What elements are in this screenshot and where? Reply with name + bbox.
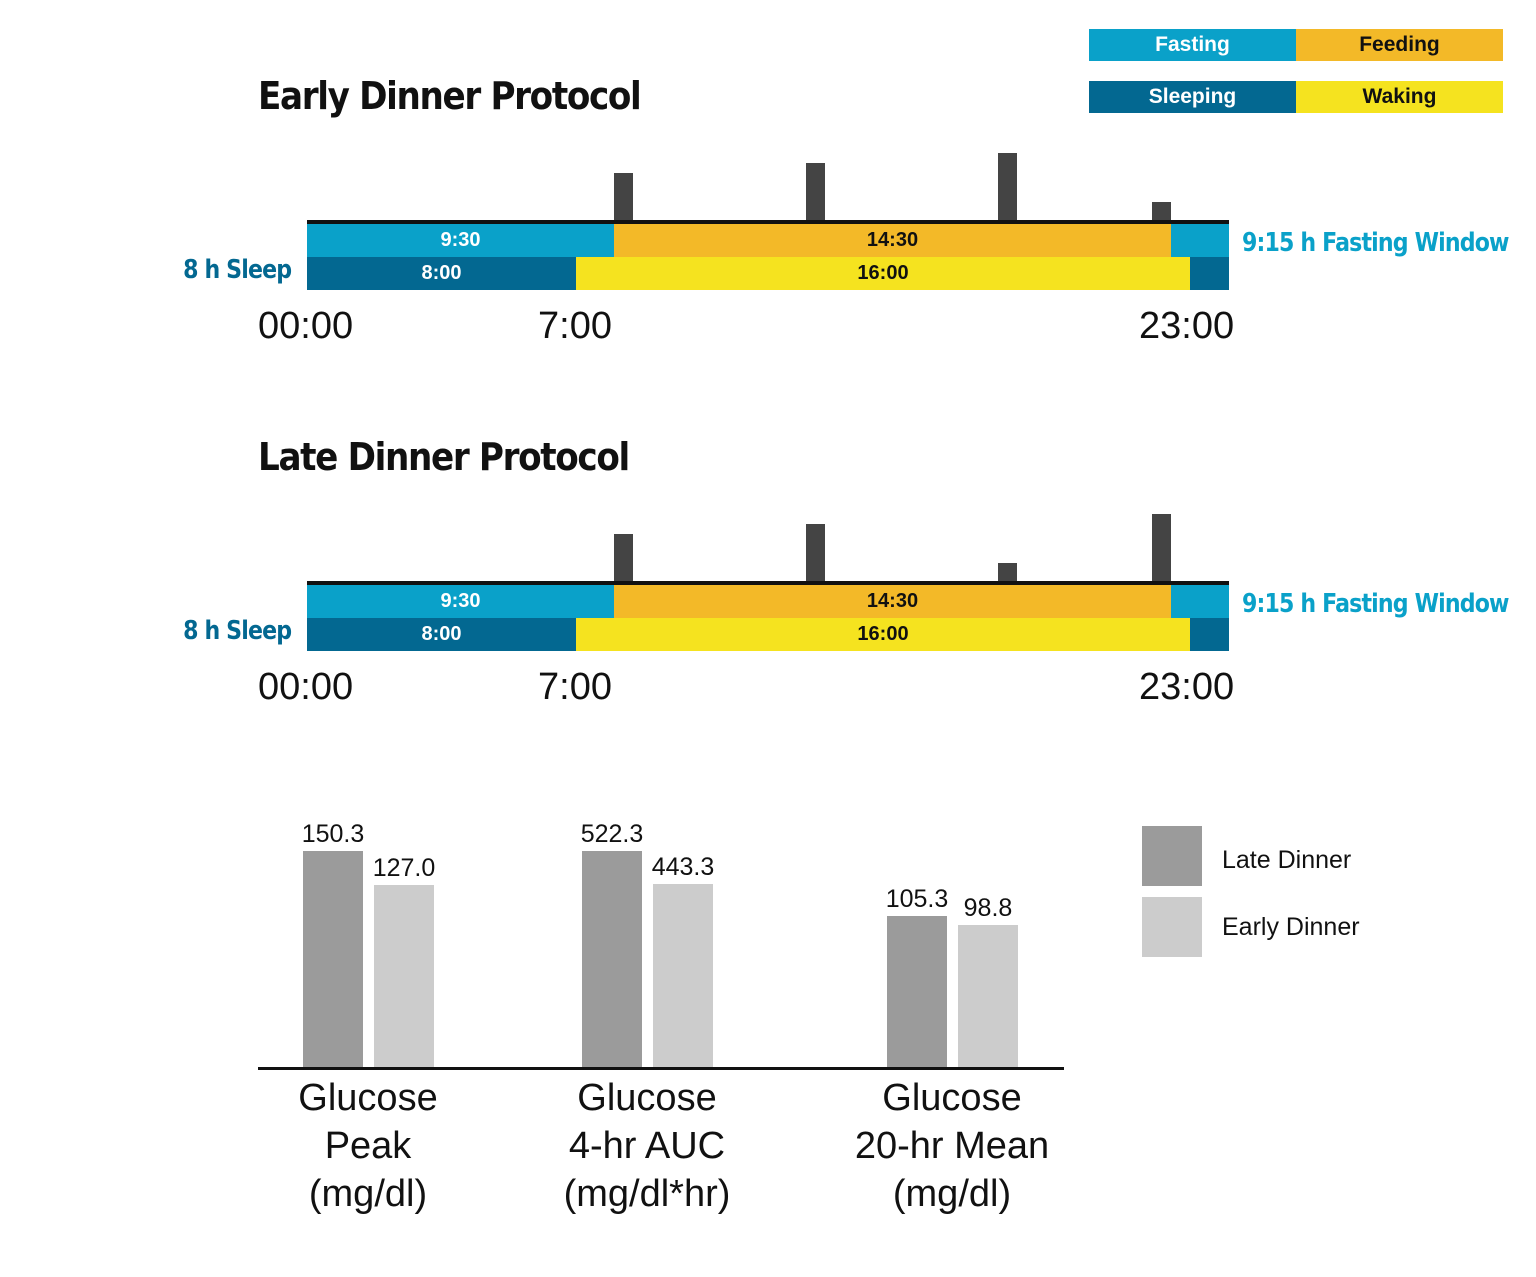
protocol-title: Late Dinner Protocol xyxy=(258,435,630,479)
protocol-title: Early Dinner Protocol xyxy=(258,74,642,118)
bar-early-dinner xyxy=(653,883,713,1068)
sleep-segment: 8:00 xyxy=(421,262,462,284)
timeline-top-line xyxy=(307,220,1229,224)
timeline-top-line xyxy=(307,581,1229,585)
category-line: (mg/dl) xyxy=(892,1173,1012,1215)
meal-marker xyxy=(806,163,826,221)
category-line: (mg/dl) xyxy=(308,1173,428,1215)
x-axis-line xyxy=(258,1067,1064,1070)
bar-early-dinner xyxy=(374,884,434,1068)
category-label: Glucose 20-hr Mean (mg/dl) xyxy=(822,1074,1082,1218)
meal-marker xyxy=(614,173,634,221)
waking-segment: 16:00 xyxy=(576,618,1190,651)
feeding-segment: 14:30 xyxy=(614,585,1171,618)
legend-fasting: Fasting xyxy=(1089,29,1296,61)
legend-label-early-dinner: Early Dinner xyxy=(1222,913,1360,941)
fasting-window-label: 9:15 h Fasting Window xyxy=(1242,589,1509,619)
bar-late-dinner xyxy=(887,915,947,1068)
bar-value-label: 522.3 xyxy=(580,820,644,848)
legend-waking: Waking xyxy=(1296,81,1503,113)
category-label: Glucose 4-hr AUC (mg/dl*hr) xyxy=(517,1074,777,1218)
tick-label: 7:00 xyxy=(538,666,612,708)
fasting-segment: 9:30 xyxy=(440,590,481,612)
fasting-segment: 9:30 xyxy=(440,229,481,251)
fasting-window-label: 9:15 h Fasting Window xyxy=(1242,228,1509,258)
bar-late-dinner xyxy=(303,851,363,1068)
bar-value-label: 443.3 xyxy=(651,852,715,881)
meal-marker xyxy=(998,562,1018,582)
bar-value-label: 127.0 xyxy=(372,853,436,882)
tick-label: 00:00 xyxy=(258,666,354,708)
tick-label: 23:00 xyxy=(1139,305,1235,347)
meal-marker xyxy=(806,524,826,582)
category-label: Glucose Peak (mg/dl) xyxy=(238,1074,498,1218)
meal-marker xyxy=(1151,201,1171,221)
tick-label: 23:00 xyxy=(1139,666,1235,708)
legend-sleeping: Sleeping xyxy=(1089,81,1296,113)
sleep-duration-label: 8 h Sleep xyxy=(182,255,292,285)
bar-early-dinner xyxy=(958,925,1018,1068)
bar-value-label: 98.8 xyxy=(963,894,1013,923)
legend-label-late-dinner: Late Dinner xyxy=(1222,846,1352,874)
waking-segment: 16:00 xyxy=(576,257,1190,290)
sleep-duration-label: 8 h Sleep xyxy=(182,616,292,646)
tick-label: 7:00 xyxy=(538,305,612,347)
legend-feeding: Feeding xyxy=(1296,29,1503,61)
sleep-segment: 8:00 xyxy=(421,623,462,645)
bar-late-dinner xyxy=(582,851,642,1068)
category-line: (mg/dl*hr) xyxy=(563,1173,731,1215)
tick-label: 00:00 xyxy=(258,305,354,347)
meal-marker xyxy=(1151,514,1171,582)
category-line: Glucose xyxy=(298,1077,438,1119)
category-line: 20-hr Mean xyxy=(854,1125,1050,1167)
bar-value-label: 150.3 xyxy=(301,820,365,848)
legend-swatch-early-dinner xyxy=(1142,897,1202,957)
category-line: Glucose xyxy=(577,1077,717,1119)
feeding-segment: 14:30 xyxy=(614,224,1171,257)
category-line: Glucose xyxy=(882,1077,1022,1119)
meal-marker xyxy=(614,534,634,582)
bar-value-label: 105.3 xyxy=(885,884,949,913)
category-line: Peak xyxy=(324,1125,412,1167)
category-line: 4-hr AUC xyxy=(568,1125,726,1167)
meal-marker xyxy=(998,153,1018,221)
legend-swatch-late-dinner xyxy=(1142,826,1202,886)
